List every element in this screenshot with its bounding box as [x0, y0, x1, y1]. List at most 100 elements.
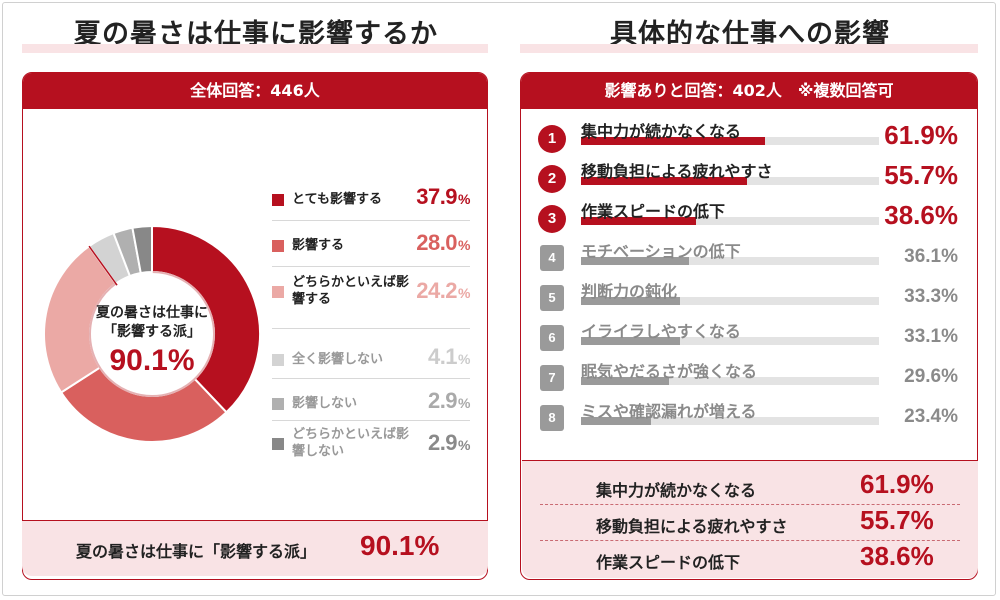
rank-row-8: 8 ミスや確認漏れが増える 23.4% [538, 402, 968, 438]
bar-value: 61.9% [884, 120, 958, 150]
legend-row: とても影響する 37.9% [272, 180, 470, 221]
donut-center-label-1: 夏の暑さは仕事に [96, 305, 208, 321]
bar-value: 36.1% [904, 246, 958, 267]
legend-value-number: 2.9 [427, 388, 458, 413]
rank-badge: 3 [538, 205, 566, 233]
summary-row-value: 38.6% [860, 541, 934, 571]
legend-label: 全く影響しない [292, 352, 384, 367]
rank-badge: 1 [538, 125, 566, 153]
legend-row: どちらかといえば影響しない 2.9% [272, 424, 470, 478]
bar-track [581, 137, 879, 145]
bar-value: 23.4% [904, 406, 958, 427]
rank-badge: 8 [540, 405, 564, 431]
legend-value-unit: % [458, 191, 470, 207]
bar-fill [581, 217, 697, 225]
legend-value-unit: % [458, 395, 470, 411]
legend-swatch [272, 194, 284, 206]
bar-label: 集中力が続かなくなる [581, 122, 742, 141]
rank-row-1: 1 集中力が続かなくなる 61.9% [538, 120, 968, 158]
summary-row-value: 55.7% [860, 505, 934, 535]
bar-value: 29.6% [904, 366, 958, 387]
legend-label: 影響しない [292, 396, 358, 411]
legend-label: 影響する [292, 238, 345, 253]
bar-fill [581, 337, 680, 345]
rank-row-2: 2 移動負担による疲れやすさ 55.7% [538, 160, 968, 198]
rank-row-4: 4 モチベーションの低下 36.1% [538, 242, 968, 278]
summary-row-value: 61.9% [860, 469, 934, 499]
rank-row-6: 6 イライラしやすくなる 33.1% [538, 322, 968, 358]
bar-track [581, 377, 879, 385]
rank-badge: 6 [540, 325, 564, 351]
legend-value-unit: % [458, 285, 470, 301]
bar-label: モチベーションの低下 [581, 242, 741, 261]
legend-row: 影響する 28.0% [272, 226, 470, 267]
legend-swatch [272, 438, 284, 450]
bar-label: イライラしやすくなる [581, 322, 741, 341]
rank-badge: 4 [540, 245, 564, 271]
bar-track [581, 417, 879, 425]
rank-row-5: 5 判断力の鈍化 33.3% [538, 282, 968, 318]
bar-label: 判断力の鈍化 [581, 282, 678, 301]
legend-value: 28.0% [416, 230, 470, 256]
donut-center-value: 90.1% [109, 344, 195, 377]
left-summary-label: 夏の暑さは仕事に「影響する派」 [76, 542, 317, 561]
left-summary-value: 90.1% [360, 530, 440, 561]
legend-value: 2.9% [427, 388, 471, 414]
summary-row-3: 作業スピードの低下 38.6% [540, 541, 960, 577]
bar-label: 移動負担による疲れやすさ [581, 162, 773, 181]
summary-row-label: 移動負担による疲れやすさ [596, 517, 788, 536]
rank-row-7: 7 眠気やだるさが強くなる 29.6% [538, 362, 968, 398]
legend-swatch [272, 286, 284, 298]
legend-row: 全く影響しない 4.1% [272, 340, 470, 379]
legend-swatch [272, 240, 284, 252]
bar-fill [581, 257, 689, 265]
bar-fill [581, 137, 766, 145]
right-summary-box: 集中力が続かなくなる 61.9% 移動負担による疲れやすさ 55.7% 作業スピ… [522, 460, 978, 578]
summary-row-label: 集中力が続かなくなる [596, 481, 757, 500]
legend-row: どちらかといえば影響する 24.2% [272, 272, 470, 329]
legend-value-number: 4.1 [427, 344, 458, 369]
legend-value-unit: % [458, 437, 470, 453]
legend-value-unit: % [458, 237, 470, 253]
legend-value: 4.1% [427, 344, 471, 370]
summary-row-1: 集中力が続かなくなる 61.9% [540, 469, 960, 505]
rank-badge: 7 [540, 365, 564, 391]
bar-value: 33.1% [904, 326, 958, 347]
bar-track [581, 257, 879, 265]
legend-row: 影響しない 2.9% [272, 384, 470, 421]
bar-fill [581, 377, 670, 385]
legend-label: どちらかといえば影響しない [292, 427, 410, 459]
legend-value: 24.2% [416, 278, 470, 304]
bar-value: 55.7% [884, 160, 958, 190]
bar-track [581, 217, 879, 225]
legend-value: 2.9% [427, 430, 471, 456]
summary-row-label: 作業スピードの低下 [596, 553, 741, 572]
legend-label: どちらかといえば影響する [292, 275, 410, 307]
legend-value: 37.9% [416, 184, 470, 210]
bar-fill [581, 177, 747, 185]
bar-track [581, 337, 879, 345]
bar-value: 33.3% [904, 286, 958, 307]
bar-label: 眠気やだるさが強くなる [581, 362, 758, 381]
legend-value-number: 24.2 [416, 278, 458, 303]
legend-value-number: 2.9 [427, 430, 458, 455]
legend-swatch [272, 398, 284, 410]
bar-value: 38.6% [884, 200, 958, 230]
bar-fill [581, 417, 651, 425]
dashed-divider [540, 540, 960, 541]
right-card-header: 影響ありと回答：402人 ※複数回答可 [521, 73, 977, 109]
legend-value-unit: % [458, 351, 470, 367]
left-title-underline [22, 44, 488, 53]
bar-track [581, 297, 879, 305]
summary-row-2: 移動負担による疲れやすさ 55.7% [540, 505, 960, 541]
legend-value-number: 28.0 [416, 230, 458, 255]
bar-fill [581, 297, 681, 305]
rank-badge: 2 [538, 165, 566, 193]
influence-group-arc [89, 271, 215, 397]
dashed-divider [540, 504, 960, 505]
legend-label: とても影響する [292, 192, 382, 207]
bar-label: ミスや確認漏れが増える [581, 402, 757, 421]
bar-track [581, 177, 879, 185]
